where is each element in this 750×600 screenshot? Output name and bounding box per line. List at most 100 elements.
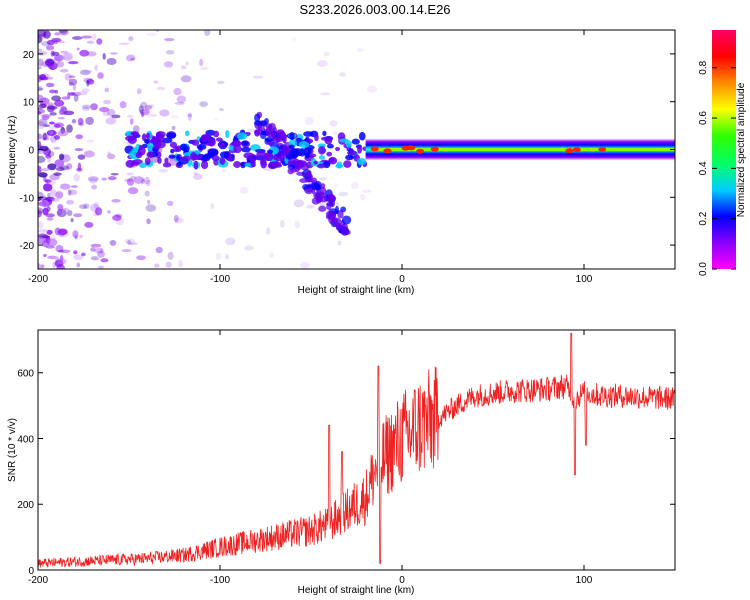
spectrogram-band-blob bbox=[345, 154, 354, 161]
spectrogram-noise-blob bbox=[199, 58, 204, 67]
spectrogram-noise-blob bbox=[46, 104, 55, 113]
spectrogram-noise-blob bbox=[57, 203, 64, 211]
spectrogram-band-blob bbox=[176, 161, 182, 167]
spectrogram-noise-blob bbox=[81, 88, 90, 93]
spectrogram-noise-blob bbox=[54, 54, 64, 62]
spectrogram-band-blob bbox=[132, 131, 138, 137]
spectrogram-noise-blob bbox=[110, 173, 119, 176]
colorbar-ticks: 0.0 0.2 0.4 0.6 0.8 bbox=[698, 60, 736, 276]
spectrogram-noise-blob bbox=[53, 58, 61, 66]
spectrogram-noise-blob bbox=[144, 176, 150, 185]
spectrogram-noise-blob bbox=[361, 189, 372, 193]
spectrogram-noise-blob bbox=[45, 213, 55, 218]
spectrogram-noise-blob bbox=[125, 54, 136, 62]
spectrogram-noise-blob bbox=[128, 36, 134, 42]
spectrogram-band-blob bbox=[193, 160, 199, 170]
spectrogram-noise-blob bbox=[75, 134, 83, 140]
spectrogram-hotspot bbox=[598, 146, 607, 152]
spectrogram-noise-blob bbox=[68, 189, 78, 196]
spectrogram-noise-blob bbox=[52, 261, 56, 269]
spectrogram-ridge-blob bbox=[254, 113, 261, 123]
spectrogram-noise-blob bbox=[61, 208, 69, 211]
spectrogram-band-core bbox=[375, 148, 675, 151]
spectrogram-noise-blob bbox=[95, 207, 103, 216]
spectrogram-band-blob bbox=[151, 135, 156, 142]
spectrogram-band-blob bbox=[236, 132, 248, 140]
spectrogram-noise-blob bbox=[39, 235, 51, 238]
spectrogram-noise-blob bbox=[55, 191, 64, 199]
spectrogram-noise-blob bbox=[56, 258, 67, 265]
spectrogram-noise-blob bbox=[356, 47, 365, 52]
spectrogram-band-blob bbox=[196, 143, 207, 151]
colorbar-tick-label: 0.4 bbox=[698, 161, 709, 175]
spectrogram-noise-blob bbox=[45, 134, 51, 139]
spectrogram-noise-blob bbox=[124, 238, 135, 245]
spectrogram-band-blob bbox=[240, 161, 246, 169]
spectrogram-hotspot bbox=[565, 148, 574, 154]
spectrogram-band-blob bbox=[146, 151, 155, 159]
spectrogram-noise-blob bbox=[109, 240, 117, 246]
spectrogram-noise-blob bbox=[54, 159, 65, 168]
spectrogram-noise-blob bbox=[216, 80, 225, 85]
spectrogram-noise-blob bbox=[88, 178, 98, 184]
spectrogram-hotspot bbox=[383, 148, 392, 154]
spectrogram-band-blob bbox=[243, 152, 255, 159]
spectrogram-band-blob bbox=[273, 163, 283, 168]
spectrogram-noise-blob bbox=[47, 238, 58, 247]
colorbar-tick-label: 0.8 bbox=[698, 60, 709, 74]
spectrogram-noise-blob bbox=[99, 106, 110, 113]
spectrogram-noise-blob bbox=[51, 37, 62, 43]
spectrogram-ridge-blob bbox=[260, 130, 268, 136]
spectrogram-noise-blob bbox=[57, 249, 65, 253]
spectrogram-noise-blob bbox=[174, 217, 184, 224]
spectrogram-noise-blob bbox=[83, 69, 93, 73]
spectrogram-noise-blob bbox=[47, 102, 54, 107]
spectrogram-noise-blob bbox=[68, 81, 74, 87]
spectrogram-noise-blob bbox=[59, 68, 69, 73]
spectrogram-noise-blob bbox=[57, 228, 65, 237]
spectrogram-noise-blob bbox=[225, 253, 229, 260]
spectrogram-band-blob bbox=[233, 161, 241, 169]
spectrogram-band-blob bbox=[347, 150, 357, 156]
spectrogram-ytick-label: 10 bbox=[23, 98, 35, 109]
spectrogram-noise-blob bbox=[90, 103, 98, 111]
spectrogram-noise-layer bbox=[38, 30, 378, 269]
spectrogram-band-blob bbox=[201, 134, 211, 141]
snr-xtick-label: -200 bbox=[28, 575, 48, 586]
spectrogram-noise-blob bbox=[57, 129, 69, 137]
spectrogram-noise-blob bbox=[165, 261, 172, 268]
spectrogram-noise-blob bbox=[187, 113, 193, 118]
spectrogram-noise-blob bbox=[87, 176, 99, 182]
spectrogram-band-blob bbox=[145, 132, 150, 140]
spectrogram-noise-blob bbox=[40, 41, 51, 47]
spectrogram-noise-blob bbox=[185, 61, 189, 66]
spectrogram-noise-blob bbox=[71, 36, 83, 40]
spectrogram-band-blob bbox=[215, 137, 223, 142]
snr-ytick-label: 200 bbox=[17, 500, 34, 511]
spectrogram-noise-blob bbox=[55, 244, 64, 253]
spectrogram-noise-blob bbox=[73, 94, 79, 102]
spectrogram-noise-blob bbox=[38, 196, 42, 202]
spectrogram-noise-blob bbox=[46, 229, 53, 235]
spectrogram-ytick-label: 20 bbox=[23, 50, 35, 61]
spectrogram-noise-blob bbox=[38, 209, 42, 218]
spectrogram-noise-blob bbox=[47, 150, 55, 157]
spectrogram-noise-blob bbox=[86, 40, 95, 45]
spectrogram-band-blob bbox=[241, 140, 249, 146]
spectrogram-noise-blob bbox=[79, 49, 90, 57]
spectrogram-noise-blob bbox=[44, 179, 52, 183]
spectrogram-noise-blob bbox=[111, 114, 121, 119]
spectrogram-noise-blob bbox=[69, 92, 76, 96]
spectrogram-band-blob bbox=[304, 152, 310, 159]
snr-series-line bbox=[38, 332, 675, 568]
spectrogram-ridge-blob bbox=[318, 205, 327, 212]
spectrogram-noise-blob bbox=[49, 112, 57, 116]
spectrogram-noise-blob bbox=[144, 104, 153, 110]
spectrogram-noise-blob bbox=[304, 116, 314, 125]
spectrogram-noise-blob bbox=[54, 32, 61, 36]
spectrogram-noise-blob bbox=[366, 85, 378, 93]
spectrogram-band-blob bbox=[282, 136, 287, 144]
spectrogram-band-blob bbox=[357, 157, 367, 166]
spectrogram-noise-blob bbox=[51, 198, 60, 202]
spectrogram-noise-blob bbox=[133, 176, 145, 184]
